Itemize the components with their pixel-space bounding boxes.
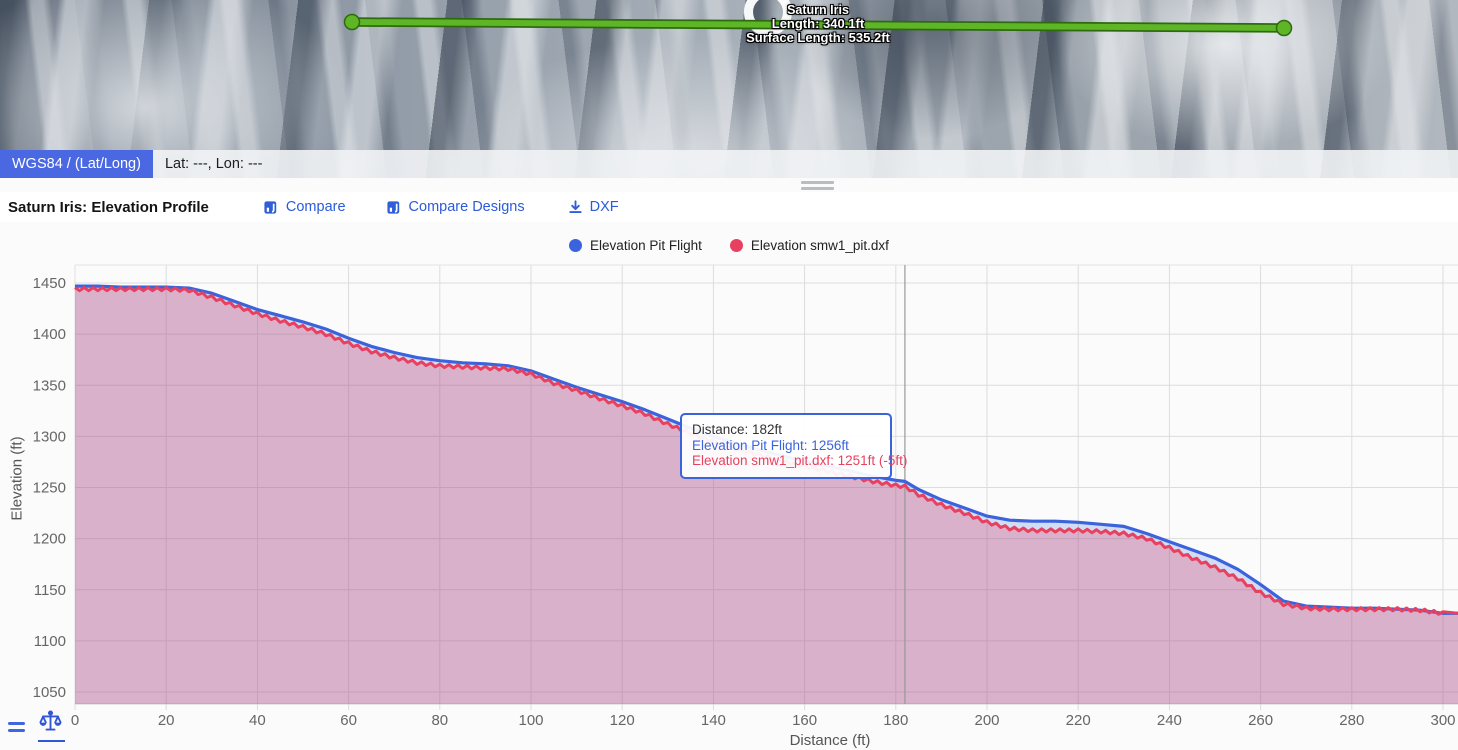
legend-item-design[interactable]: Elevation smw1_pit.dxf [729, 238, 889, 253]
x-axis-title: Distance (ft) [789, 732, 871, 749]
legend-label: Elevation Pit Flight [590, 238, 702, 253]
coordinate-system-badge[interactable]: WGS84 / (Lat/Long) [0, 150, 153, 178]
dxf-label: DXF [589, 199, 619, 215]
menu-icon [8, 722, 25, 725]
x-tick-label: 280 [1339, 712, 1364, 729]
measurement-label: Saturn Iris Length: 340.1ft Surface Leng… [746, 3, 890, 45]
y-tick-label: 1400 [33, 326, 66, 343]
chart-menu-button[interactable] [8, 722, 28, 736]
legend-label: Elevation smw1_pit.dxf [750, 238, 889, 253]
x-tick-label: 300 [1430, 712, 1455, 729]
area-fill [75, 286, 1458, 704]
profile-toolbar: Saturn Iris: Elevation Profile Compare C… [0, 192, 1458, 222]
y-tick-label: 1300 [33, 428, 66, 445]
measurement-line-layer [343, 13, 1293, 37]
chart-tooltip: Distance: 182ft Elevation Pit Flight: 12… [680, 413, 908, 479]
chart-legend: Elevation Pit Flight Elevation smw1_pit.d… [0, 238, 1458, 253]
volume-balance-button[interactable] [38, 710, 65, 742]
map-cursor-ring [744, 0, 792, 36]
x-tick-label: 180 [883, 712, 908, 729]
compare-chart-icon [386, 200, 399, 214]
x-tick-label: 240 [1157, 712, 1182, 729]
y-tick-label: 1100 [34, 633, 66, 650]
y-tick-label: 1050 [33, 684, 66, 701]
resize-handle[interactable] [801, 181, 834, 193]
tooltip-flight-value: Elevation Pit Flight: 1256ft [692, 437, 849, 453]
menu-icon [8, 729, 25, 732]
y-tick-label: 1350 [33, 377, 66, 394]
measurement-endpoint-left[interactable] [343, 13, 361, 31]
compare-designs-label: Compare Designs [408, 199, 525, 215]
panel-divider [0, 178, 1458, 192]
measurement-endpoint-right[interactable] [1275, 19, 1293, 37]
tooltip-design-value: Elevation smw1_pit.dxf: 1251ft (-5ft) [692, 453, 908, 468]
y-tick-label: 1150 [34, 582, 66, 599]
x-tick-label: 120 [610, 712, 635, 729]
x-tick-label: 260 [1248, 712, 1273, 729]
measurement-surface-length: Surface Length: 535.2ft [746, 30, 890, 45]
compare-button[interactable]: Compare [263, 199, 346, 216]
compare-label: Compare [285, 199, 346, 215]
compare-designs-button[interactable]: Compare Designs [386, 199, 525, 216]
x-tick-label: 160 [792, 712, 817, 729]
y-tick-label: 1250 [33, 480, 66, 497]
x-tick-label: 80 [431, 712, 448, 729]
measurement-title: Saturn Iris [787, 3, 849, 17]
x-tick-label: 200 [974, 712, 999, 729]
volume-balance-icon [39, 710, 62, 731]
compare-chart-icon [264, 200, 277, 214]
tooltip-distance: Distance: 182ft [692, 422, 783, 437]
x-tick-label: 0 [71, 712, 79, 729]
y-axis-title: Elevation (ft) [8, 436, 26, 521]
chart-plot-area[interactable]: 0 20 40 60 80 100 120 140 160 180 200 220 240 260 280 3… [0, 222, 1458, 750]
aerial-map-view[interactable]: Saturn Iris Length: 340.1ft Surface Leng… [0, 0, 1458, 178]
measurement-line[interactable] [349, 19, 1287, 31]
x-tick-label: 100 [518, 712, 543, 729]
x-tick-label: 40 [249, 712, 266, 729]
x-tick-label: 20 [158, 712, 175, 729]
area-fill [75, 289, 1458, 704]
x-tick-label: 220 [1066, 712, 1091, 729]
profile-title: Saturn Iris: Elevation Profile [8, 198, 209, 216]
x-tick-label: 60 [340, 712, 357, 729]
y-tick-label: 1200 [33, 531, 66, 548]
coordinate-bar: WGS84 / (Lat/Long) Lat: ---, Lon: --- [0, 150, 1458, 178]
legend-dot [729, 239, 743, 252]
elevation-chart: Elevation Pit Flight Elevation smw1_pit.d… [0, 222, 1458, 750]
measurement-length: Length: 340.1ft [771, 16, 865, 31]
legend-dot [569, 239, 583, 252]
download-icon [568, 199, 582, 213]
dxf-export-button[interactable]: DXF [567, 199, 619, 216]
legend-item-flight[interactable]: Elevation Pit Flight [569, 238, 702, 253]
y-tick-label: 1450 [33, 275, 66, 292]
lat-lon-readout: Lat: ---, Lon: --- [164, 156, 263, 172]
x-tick-label: 140 [701, 712, 726, 729]
